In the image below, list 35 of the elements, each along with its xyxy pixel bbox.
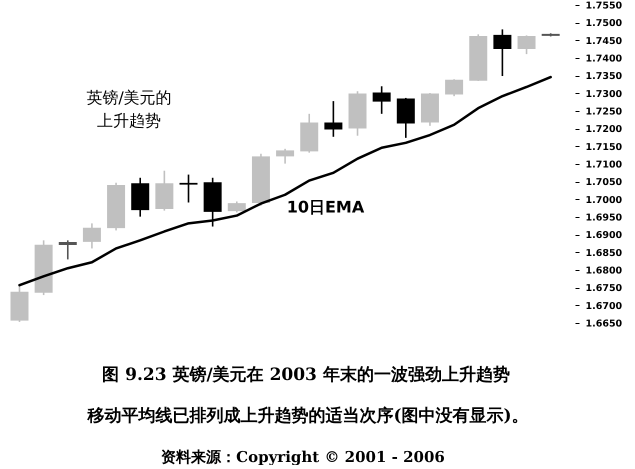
text: 图 9.23 英镑/美元在 2003 年末的一波强劲上升趋势: [102, 365, 510, 385]
y-tick-label: 1.6750: [586, 283, 623, 294]
candlestick: [58, 240, 77, 260]
candlestick: [372, 85, 391, 115]
y-tick-label: 1.7250: [586, 106, 623, 118]
y-tick-label: 1.7200: [586, 124, 623, 136]
y-tick-label: 1.6950: [586, 212, 623, 224]
y-tick-label: 1.7050: [586, 177, 623, 188]
candlestick: [228, 200, 246, 214]
y-tick-label: 1.7350: [586, 71, 623, 82]
text: 资料来源：Copyright © 2001 - 2006: [161, 448, 445, 466]
y-tick-label: 1.6650: [586, 318, 623, 330]
y-tick-label: 1.7000: [586, 194, 623, 206]
y-tick-label: 1.7550: [586, 0, 623, 12]
y-tick-label: 1.7150: [586, 142, 623, 153]
y-tick-label: 1.7100: [586, 160, 623, 170]
candlestick: [180, 174, 198, 204]
y-tick-label: 1.6800: [586, 266, 623, 276]
y-tick-label: 1.7500: [586, 18, 623, 30]
y-tick-label: 1.7300: [586, 88, 623, 100]
y-tick-label: 1.6700: [586, 300, 623, 312]
candlestick: [445, 78, 464, 97]
candlestick: [82, 222, 101, 250]
text: 移动平均线已排列成上升趋势的适当次序(图中没有显示)。: [86, 406, 529, 426]
line-series: [18, 76, 552, 286]
candlestick: [518, 34, 536, 55]
y-tick-label: 1.6900: [586, 230, 623, 242]
annotation: 英镑/美元的上升趋势: [86, 88, 172, 130]
y-tick-label: 1.6850: [586, 248, 623, 259]
y-tick-label: 1.7450: [586, 36, 623, 47]
candlestick: [493, 28, 512, 77]
candlestick: [276, 148, 294, 164]
series-label: 10日EMA: [286, 197, 365, 216]
candlestick: [324, 100, 342, 138]
y-tick-label: 1.7400: [586, 54, 623, 64]
